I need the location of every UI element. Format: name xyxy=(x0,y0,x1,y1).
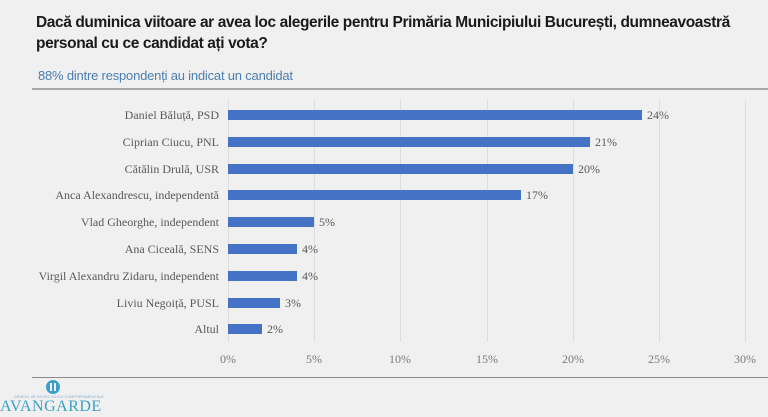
category-label: Altul xyxy=(194,322,219,336)
data-label: 5% xyxy=(319,215,335,229)
logo-emblem-icon xyxy=(46,380,60,394)
gridline xyxy=(314,100,315,342)
gridline xyxy=(400,100,401,342)
category-label: Ciprian Ciucu, PNL xyxy=(122,135,219,149)
x-axis-tick-label: 25% xyxy=(648,352,670,366)
x-axis-tick-label: 0% xyxy=(220,352,236,366)
gridline xyxy=(745,100,746,342)
x-axis-tick-label: 20% xyxy=(562,352,584,366)
bar xyxy=(228,110,642,120)
data-label: 21% xyxy=(595,135,617,149)
bar xyxy=(228,244,297,254)
bar xyxy=(228,137,590,147)
x-axis-tick-label: 10% xyxy=(389,352,411,366)
category-label: Cătălin Drulă, USR xyxy=(124,162,219,176)
chart-subtitle: 88% dintre respondenți au indicat un can… xyxy=(38,68,293,83)
x-axis-tick-label: 30% xyxy=(734,352,756,366)
bar xyxy=(228,190,521,200)
category-label: Ana Ciceală, SENS xyxy=(124,242,219,256)
bar xyxy=(228,298,280,308)
x-axis-tick-label: 15% xyxy=(476,352,498,366)
x-axis-tick-label: 5% xyxy=(306,352,322,366)
data-label: 20% xyxy=(578,162,600,176)
data-label: 2% xyxy=(267,322,283,336)
data-label: 4% xyxy=(302,242,318,256)
data-label: 17% xyxy=(526,188,548,202)
category-label: Vlad Gheorghe, independent xyxy=(80,215,219,229)
logo-wordmark: AVANGARDE xyxy=(0,398,102,415)
bar xyxy=(228,324,262,334)
footer-divider xyxy=(32,377,768,378)
bar xyxy=(228,164,573,174)
category-label: Daniel Băluță, PSD xyxy=(124,108,219,122)
data-label: 24% xyxy=(647,108,669,122)
subtitle-divider xyxy=(32,88,768,90)
category-label: Liviu Negoiță, PUSL xyxy=(116,296,219,310)
avangarde-logo: GRUPUL DE STUDII SOCIO-COMPORTAMENTALE A… xyxy=(0,380,120,417)
category-label: Virgil Alexandru Zidaru, independent xyxy=(38,269,219,283)
gridline xyxy=(659,100,660,342)
data-label: 3% xyxy=(285,296,301,310)
page-title: Dacă duminica viitoare ar avea loc alege… xyxy=(36,14,730,52)
gridline xyxy=(487,100,488,342)
bar xyxy=(228,271,297,281)
category-label: Anca Alexandrescu, independentă xyxy=(55,188,219,202)
bar xyxy=(228,217,314,227)
gridline xyxy=(573,100,574,342)
logo-tagline: GRUPUL DE STUDII SOCIO-COMPORTAMENTALE xyxy=(14,395,104,399)
data-label: 4% xyxy=(302,269,318,283)
